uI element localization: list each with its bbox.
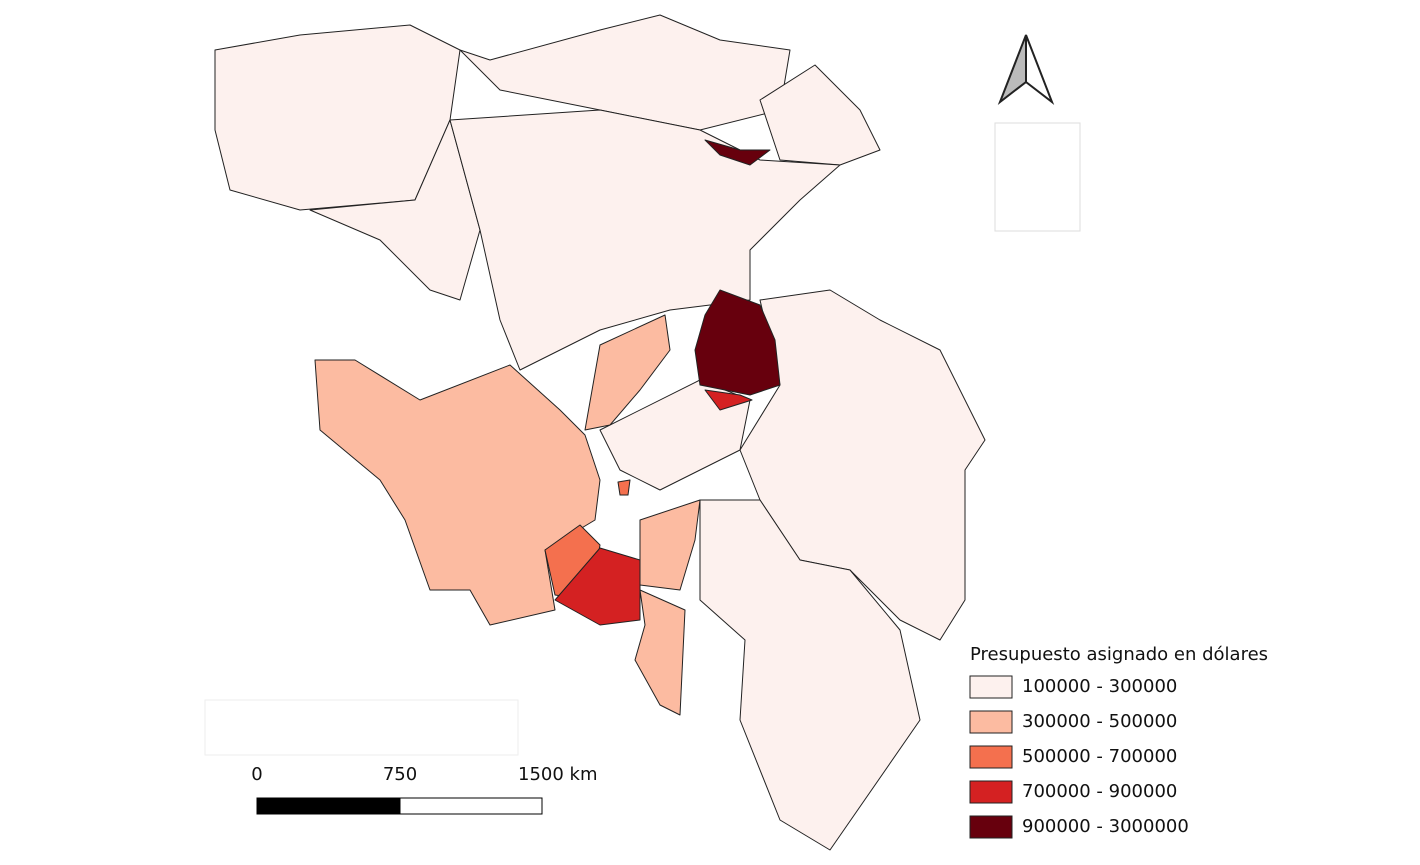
legend-swatch [969,780,1013,804]
legend-swatch [969,710,1013,734]
legend-label: 500000 - 700000 [1022,746,1177,767]
legend-label: 100000 - 300000 [1022,676,1177,697]
scale-label: 0 [251,764,262,785]
region [449,109,841,371]
region [584,314,671,431]
region [554,547,641,626]
north-arrow [997,34,1055,105]
region [759,64,881,166]
legend-label: 700000 - 900000 [1022,781,1177,802]
scale-bar: 0 750 1500 km [251,764,598,815]
region [459,14,791,131]
scale-label: 1500 km [518,764,598,785]
region [617,479,631,496]
region [694,289,781,396]
legend-title: Presupuesto asignado en dólares [970,644,1268,665]
scale-label: 750 [383,764,417,785]
regions [214,14,986,851]
region [309,119,481,301]
legend-label: 300000 - 500000 [1022,711,1177,732]
region [639,499,701,591]
region [634,589,686,716]
region [704,389,753,411]
blank-box [204,699,519,756]
inset-box [994,122,1081,232]
legend-swatch [969,745,1013,769]
legend-swatch [969,675,1013,699]
region [699,499,921,851]
region [704,139,771,166]
legend-swatch [969,815,1013,839]
legend-label: 900000 - 3000000 [1022,816,1189,837]
region [739,289,986,641]
